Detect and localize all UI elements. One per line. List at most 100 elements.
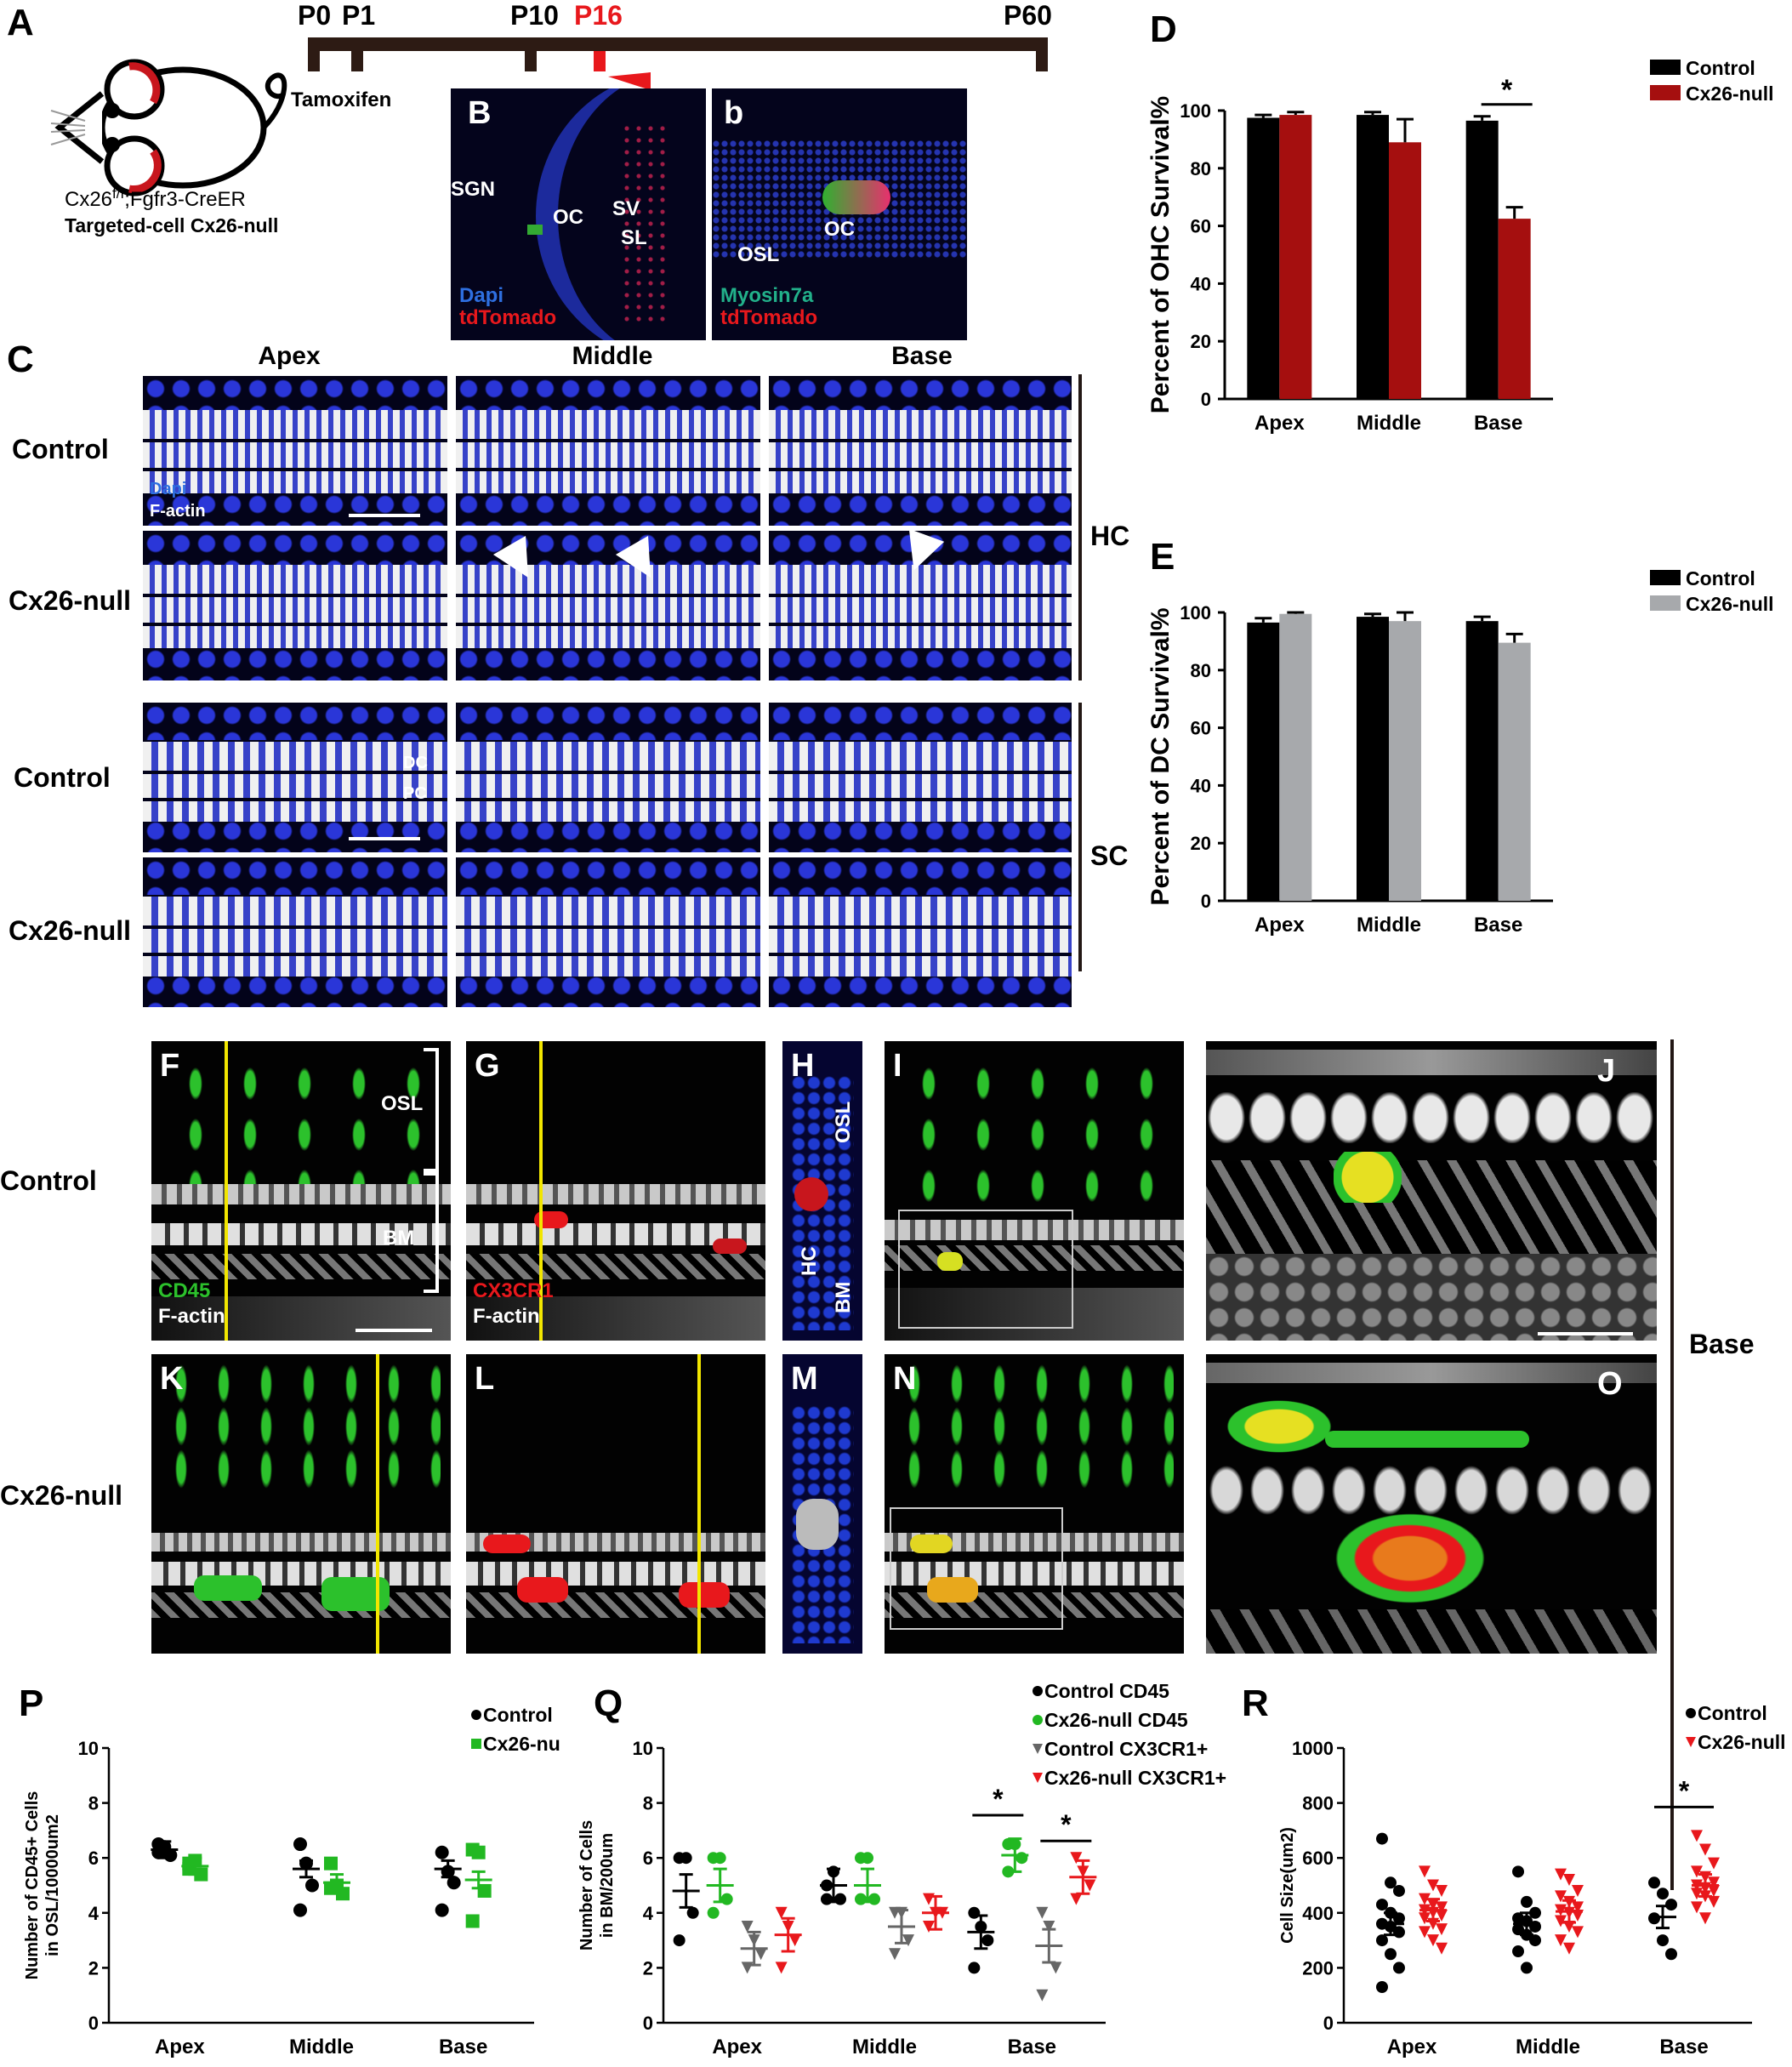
data-point	[1657, 1934, 1669, 1947]
panel-o-micrograph: O	[1206, 1354, 1657, 1654]
legend-label: Control CD45	[1044, 1680, 1169, 1702]
data-point	[471, 1710, 481, 1720]
dapi-nuclei-bottom	[769, 646, 1072, 680]
tamoxifen-label: Tamoxifen	[291, 88, 392, 111]
data-point	[1376, 1981, 1388, 1994]
red-cell-g	[534, 1211, 568, 1228]
x-tick-label: Base	[439, 2036, 487, 2058]
hc-row-f1	[151, 1184, 451, 1204]
significance-star: *	[1679, 1775, 1690, 1806]
data-point	[1419, 1893, 1431, 1905]
red-green-cell	[822, 180, 890, 214]
hair-cell-row	[769, 626, 1072, 648]
hair-cell-row	[456, 471, 760, 493]
y-tick-label: 0	[1323, 2013, 1334, 2034]
top-band-o	[1206, 1363, 1657, 1383]
red-h	[794, 1177, 828, 1211]
y-tick-label: 20	[1191, 331, 1211, 352]
base-g	[466, 1296, 765, 1341]
dapi-nuclei	[456, 857, 760, 895]
data-point	[1015, 1852, 1028, 1865]
panel-letter-f: F	[160, 1048, 180, 1084]
dapi-nuclei	[143, 703, 447, 740]
hair-cell-row	[456, 442, 760, 468]
panel-letter-n: N	[893, 1361, 917, 1397]
y-tick-label: 800	[1302, 1793, 1334, 1814]
data-point	[1436, 1923, 1448, 1936]
data-point	[686, 1906, 699, 1919]
hair-cell-row	[456, 410, 760, 439]
data-point	[435, 1903, 449, 1917]
label-tdtomato-b: tdTomado	[459, 306, 557, 329]
dapi-nuclei-bottom	[456, 973, 760, 1007]
panel-c-control-hc-base	[769, 376, 1072, 526]
mouse-icon	[50, 59, 287, 196]
data-point	[1033, 1686, 1043, 1696]
y-tick-label: 8	[88, 1793, 99, 1814]
dapi-nuclei-bottom	[456, 818, 760, 852]
timeline-bar	[308, 37, 1048, 51]
y-axis-label: Percent of OHC Survival%	[1146, 96, 1175, 413]
data-point	[1572, 1926, 1584, 1939]
chart-q-cells-bm: 0 2 4 6 8 10 Apex Middle Base Number of Cells in B…	[577, 1680, 1226, 2058]
data-point	[1686, 1737, 1696, 1747]
data-point	[1393, 1884, 1405, 1897]
hair-cell-row	[456, 626, 760, 648]
y-tick-label: 6	[88, 1848, 99, 1869]
tick-p10	[525, 37, 537, 71]
x-tick-label: Middle	[1516, 2036, 1580, 2058]
data-point	[471, 1845, 486, 1859]
support-cell-row	[456, 929, 760, 953]
data-point	[1555, 1890, 1567, 1903]
data-point	[775, 1906, 788, 1919]
y-tick-label: 4	[643, 1903, 654, 1924]
panel-letter-g: G	[475, 1048, 500, 1084]
label-oc-b2: OC	[824, 218, 855, 241]
data-point	[471, 1739, 481, 1749]
orange-cell-o	[1325, 1507, 1495, 1609]
orange-cell-n	[927, 1577, 978, 1603]
panel-letter-j: J	[1597, 1053, 1616, 1089]
label-bm-f: BM	[383, 1227, 415, 1250]
data-point	[1376, 1832, 1388, 1845]
base-bracket	[1670, 1039, 1674, 1890]
data-point	[1555, 1868, 1567, 1881]
col-label-apex: Apex	[258, 342, 321, 370]
hair-cell-row	[769, 442, 1072, 468]
dapi-nuclei	[143, 531, 447, 565]
data-point	[1419, 1912, 1431, 1925]
label-factin-g: F-actin	[473, 1305, 540, 1328]
sc-bracket	[1078, 703, 1082, 971]
hair-cell-row	[769, 471, 1072, 493]
data-point	[1376, 1899, 1388, 1911]
bm-bracket	[424, 1169, 439, 1293]
bar	[1279, 613, 1312, 901]
panel-k-micrograph: K	[151, 1354, 451, 1654]
data-point	[1699, 1843, 1711, 1856]
base-side-label: Base	[1689, 1329, 1755, 1359]
y-tick-label: 200	[1302, 1957, 1334, 1979]
scale-bar-f	[356, 1329, 432, 1332]
legend-label: Control CX3CR1+	[1044, 1738, 1208, 1760]
bar	[1498, 642, 1531, 901]
data-point	[1436, 1901, 1448, 1914]
green-cell-k1	[194, 1575, 262, 1601]
legend-swatch	[1650, 595, 1681, 611]
bar	[1279, 115, 1312, 399]
tick-p1	[351, 37, 363, 71]
y-tick-label: 0	[1201, 389, 1211, 410]
panel-n-micrograph: N	[885, 1354, 1184, 1654]
panel-c-cx26-sc-middle	[456, 857, 760, 1007]
y-tick-label: 60	[1191, 216, 1211, 237]
panel-c-control-hc-apex	[143, 376, 447, 526]
x-tick-label: Middle	[1357, 412, 1421, 435]
legend-label: Cx26-null	[1698, 1731, 1786, 1753]
data-point	[1691, 1865, 1703, 1878]
significance-star: *	[993, 1784, 1004, 1814]
data-point	[720, 1893, 733, 1905]
x-tick-label: Apex	[155, 2036, 205, 2058]
top-band-j	[1206, 1050, 1657, 1075]
data-point	[775, 1962, 788, 1974]
data-point	[1427, 1879, 1439, 1892]
red-cell-g2	[713, 1238, 747, 1254]
